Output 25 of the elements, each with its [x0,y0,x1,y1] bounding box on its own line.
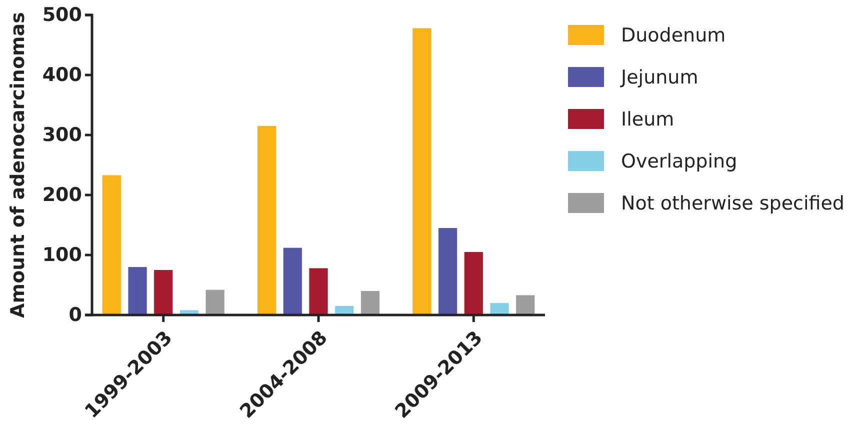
y-tick-label: 500 [42,4,82,26]
bar [206,290,224,315]
legend-label: Duodenum [621,24,726,47]
bar [257,126,276,315]
y-tick-label: 200 [42,184,82,206]
legend-label: Not otherwise specified [621,192,844,215]
bar [438,228,458,315]
y-tick-label: 0 [68,304,82,326]
bar [154,270,173,315]
bar [102,175,121,315]
legend-label: Jejunum [620,66,698,89]
bar [516,295,535,315]
bar [360,291,380,315]
bar [283,248,302,315]
legend-label: Overlapping [621,150,738,173]
y-tick-label: 400 [42,64,82,86]
bar [309,268,328,315]
bar [464,252,483,315]
y-tick-label: 300 [42,124,82,146]
bar [412,28,432,315]
bar [128,267,147,315]
bar [490,303,509,315]
legend-label: Ileum [621,108,674,131]
y-axis-title: Amount of adenocarcinomas [7,12,29,318]
y-tick-label: 100 [42,244,82,266]
